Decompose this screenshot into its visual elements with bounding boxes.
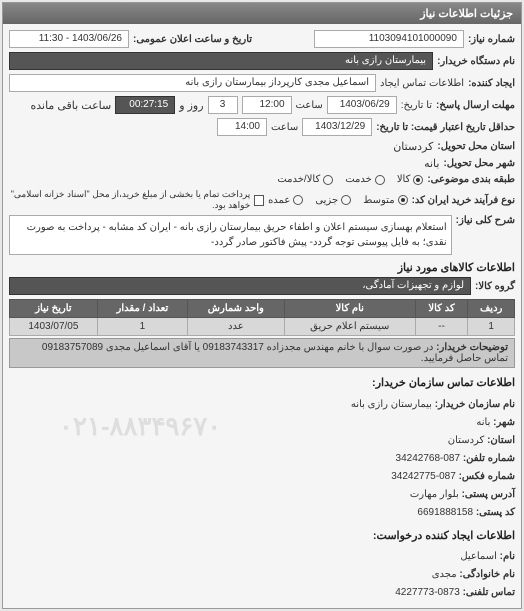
iran-code-label: نوع فرآیند خرید ایران کد:: [412, 195, 515, 206]
c-postal: 6691888158: [417, 507, 473, 518]
need-no-value: 1103094101000090: [314, 30, 464, 48]
goods-section-title: اطلاعات کالاهای مورد نیاز: [9, 261, 515, 274]
c-name: اسماعیل: [460, 551, 497, 562]
radio-jozi[interactable]: جزیی: [315, 195, 351, 206]
c-fax-label: شماره فکس:: [459, 471, 515, 482]
time-label-2: ساعت: [271, 122, 298, 133]
radio-omde[interactable]: عمده: [268, 195, 303, 206]
th-unit: واحد شمارش: [188, 300, 285, 318]
th-code: کد کالا: [415, 300, 467, 318]
c-phone: 087-34242768: [396, 453, 461, 464]
c-contact-phone-label: تماس تلفنی:: [463, 587, 515, 598]
table-row: 1 -- سیستم اعلام حریق عدد 1 1403/07/05: [10, 318, 515, 336]
contact-block: ۰۲۱-۸۸۳۴۹۶۷۰ اطلاعات تماس سازمان خریدار:…: [9, 374, 515, 601]
time-label-1: ساعت: [296, 100, 323, 111]
day-and-label: روز و: [179, 99, 203, 112]
validity-label: حداقل تاریخ اعتبار قیمت: تا تاریخ:: [376, 122, 515, 133]
tabe-radio-group: کالا خدمت کالا/خدمت: [277, 174, 423, 185]
th-name: نام کالا: [284, 300, 415, 318]
c-family-label: نام خانوادگی:: [459, 569, 515, 580]
panel-body: شماره نیاز: 1103094101000090 تاریخ و ساع…: [3, 24, 521, 608]
province-delivery-label: استان محل تحویل:: [437, 141, 515, 152]
c-city: بانه: [476, 417, 490, 428]
note-label: توضیحات خریدار:: [436, 342, 508, 353]
c-phone-label: شماره تلفن:: [463, 453, 515, 464]
announce-value: 1403/06/26 - 11:30: [9, 30, 129, 48]
days-value: 3: [208, 96, 238, 114]
creator-label: ایجاد کننده:: [468, 78, 515, 89]
c-province-label: استان:: [487, 435, 515, 446]
province-delivery-value: کردستان: [393, 140, 433, 153]
c-address: بلوار مهارت: [410, 489, 459, 500]
c-org-label: نام سازمان خریدار:: [435, 399, 515, 410]
c-family: مجدی: [432, 569, 457, 580]
city-delivery-label: شهر محل تحویل:: [443, 158, 515, 169]
td-name: سیستم اعلام حریق: [284, 318, 415, 336]
announce-label: تاریخ و ساعت اعلان عمومی:: [133, 34, 252, 45]
iran-code-radio-group: متوسط جزیی عمده: [268, 195, 408, 206]
payment-checkbox[interactable]: [254, 195, 264, 206]
c-address-label: آدرس پستی:: [462, 489, 515, 500]
c-fax: 087-34242775: [391, 471, 456, 482]
radio-kala[interactable]: کالا: [397, 174, 424, 185]
org-label: نام دستگاه خریدار:: [437, 56, 515, 67]
validity-time: 14:00: [217, 118, 267, 136]
th-row: ردیف: [468, 300, 515, 318]
panel-title: جزئیات اطلاعات نیاز: [3, 3, 521, 24]
desc-label: شرح کلی نیاز:: [456, 215, 515, 226]
group-value: لوازم و تجهیزات آمادگی،: [9, 277, 471, 295]
remaining-label: ساعت باقی مانده: [30, 99, 111, 112]
need-details-panel: جزئیات اطلاعات نیاز شماره نیاز: 11030941…: [2, 2, 522, 609]
remaining-time: 00:27:15: [115, 96, 175, 114]
goods-table: ردیف کد کالا نام کالا واحد شمارش تعداد /…: [9, 299, 515, 336]
c-org: بیمارستان رازی بانه: [351, 399, 432, 410]
deadline-label: مهلت ارسال پاسخ:: [436, 100, 515, 111]
c-postal-label: کد پستی:: [476, 507, 515, 518]
desc-text: استعلام بهسازی سیستم اعلان و اطفاء حریق …: [9, 215, 452, 255]
need-no-label: شماره نیاز:: [468, 34, 515, 45]
contact-info-label: اطلاعات تماس ایجاد: [380, 78, 464, 89]
city-delivery-value: بانه: [424, 157, 439, 170]
payment-check-label: پرداخت تمام یا بخشی از مبلغ خرید،از محل …: [9, 189, 250, 211]
td-qty: 1: [97, 318, 187, 336]
buyer-note: توضیحات خریدار: در صورت سوال با خانم مهن…: [9, 338, 515, 368]
req-creator-title: اطلاعات ایجاد کننده درخواست:: [9, 527, 515, 546]
until-label: تا تاریخ:: [401, 100, 432, 111]
td-unit: عدد: [188, 318, 285, 336]
org-value: بیمارستان رازی بانه: [9, 52, 433, 70]
th-date: تاریخ نیاز: [10, 300, 98, 318]
radio-kala-khadamat[interactable]: کالا/خدمت: [277, 174, 333, 185]
td-code: --: [415, 318, 467, 336]
td-row: 1: [468, 318, 515, 336]
deadline-date: 1403/06/29: [327, 96, 397, 114]
contact-title: اطلاعات تماس سازمان خریدار:: [9, 374, 515, 393]
group-label: گروه کالا:: [475, 281, 515, 292]
c-city-label: شهر:: [493, 417, 515, 428]
creator-value: اسماعیل مجدی کارپرداز بیمارستان رازی بان…: [9, 74, 376, 92]
validity-date: 1403/12/29: [302, 118, 372, 136]
table-header-row: ردیف کد کالا نام کالا واحد شمارش تعداد /…: [10, 300, 515, 318]
c-contact-phone: 0873-4227773: [395, 587, 460, 598]
c-province: کردستان: [448, 435, 485, 446]
radio-motavaset[interactable]: متوسط: [363, 195, 407, 206]
tabe-label: طبقه بندی موضوعی:: [427, 174, 515, 185]
deadline-time: 12:00: [242, 96, 292, 114]
th-qty: تعداد / مقدار: [97, 300, 187, 318]
radio-khadamat[interactable]: خدمت: [345, 174, 385, 185]
td-date: 1403/07/05: [10, 318, 98, 336]
c-name-label: نام:: [500, 551, 515, 562]
